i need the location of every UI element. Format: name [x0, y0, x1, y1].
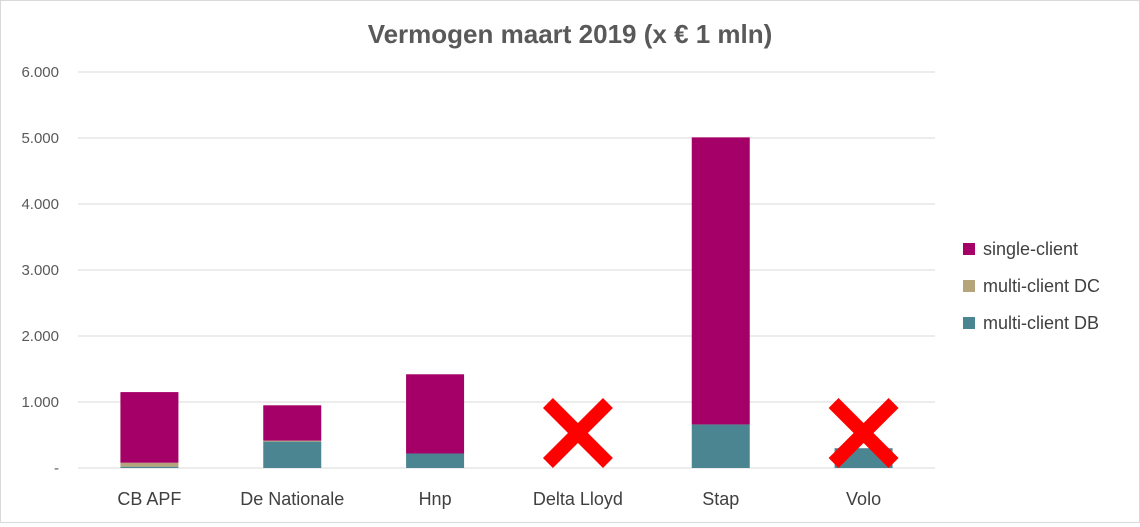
y-tick-label: 1.000 [21, 394, 59, 411]
bar-single-client [120, 392, 179, 463]
legend-item: single-client [963, 239, 1078, 259]
legend-swatch [963, 317, 975, 329]
bar-multi-client-db [120, 466, 179, 468]
y-axis-ticks: - 1.000 2.000 3.000 4.000 5.000 6.000 [21, 64, 59, 477]
legend-label: multi-client DC [983, 276, 1100, 296]
x-tick-label: De Nationale [240, 489, 344, 509]
bar-multi-client-db [691, 424, 750, 468]
legend-swatch [963, 243, 975, 255]
gridlines [78, 71, 935, 469]
bar-multi-client-dc [263, 440, 322, 442]
legend-label: single-client [983, 239, 1078, 259]
bars [120, 137, 893, 468]
x-tick-label: Hnp [419, 489, 452, 509]
bar-multi-client-db [406, 453, 465, 468]
legend-item: multi-client DC [963, 276, 1100, 296]
bar-multi-client-db [263, 441, 322, 468]
bar-multi-client-dc [120, 462, 179, 467]
legend-item: multi-client DB [963, 313, 1099, 333]
x-tick-label: Stap [702, 489, 739, 509]
y-tick-label: 5.000 [21, 130, 59, 147]
red-cross-icon [828, 398, 899, 468]
red-cross-icon [542, 398, 613, 468]
legend-swatch [963, 280, 975, 292]
y-tick-label: 2.000 [21, 328, 59, 345]
annotations [542, 398, 899, 468]
legend-label: multi-client DB [983, 313, 1099, 333]
x-tick-label: Volo [846, 489, 881, 509]
bar-single-client [263, 405, 322, 441]
chart-title: Vermogen maart 2019 (x € 1 mln) [368, 19, 773, 49]
legend: single-client multi-client DC multi-client… [963, 239, 1100, 333]
y-tick-label: 6.000 [21, 64, 59, 81]
x-axis-ticks: CB APF De Nationale Hnp Delta Lloyd Stap Volo [117, 489, 881, 509]
bar-single-client [691, 137, 750, 425]
x-tick-label: CB APF [117, 489, 181, 509]
y-tick-label: 3.000 [21, 262, 59, 279]
y-tick-label: 4.000 [21, 196, 59, 213]
y-tick-label: - [54, 460, 59, 477]
x-tick-label: Delta Lloyd [533, 489, 623, 509]
bar-single-client [406, 374, 465, 454]
